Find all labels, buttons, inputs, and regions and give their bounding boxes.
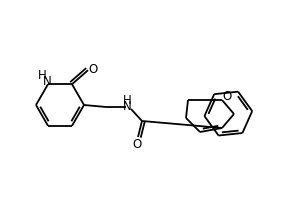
Text: O: O	[88, 63, 98, 76]
Text: N: N	[123, 100, 131, 114]
Text: H: H	[123, 95, 131, 108]
Text: O: O	[132, 138, 142, 150]
Text: N: N	[43, 75, 51, 88]
Text: O: O	[222, 90, 232, 104]
Text: H: H	[38, 69, 46, 82]
